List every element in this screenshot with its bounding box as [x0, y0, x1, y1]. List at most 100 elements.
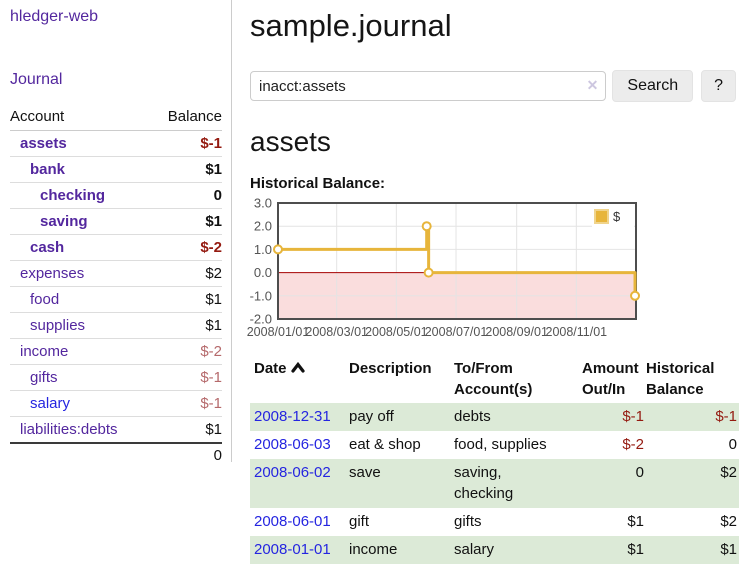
- transaction-description: gift: [349, 513, 370, 530]
- sidebar-account-link[interactable]: salary: [30, 395, 71, 412]
- data-point-marker: [421, 221, 432, 232]
- search-input[interactable]: [250, 71, 607, 101]
- transaction-description: pay off: [349, 403, 454, 431]
- transaction-balance: $1: [646, 536, 739, 564]
- transaction-amount: $1: [627, 513, 644, 530]
- account-row: supplies $1: [10, 312, 222, 339]
- transaction-accounts: gifts: [454, 513, 482, 530]
- transaction-balance: $-1: [646, 403, 739, 431]
- transaction-amount: $1: [582, 536, 646, 564]
- transaction-date-link[interactable]: 2008-12-31: [254, 408, 331, 425]
- account-total-balance: 0: [150, 442, 222, 468]
- svg-text:-1.0: -1.0: [250, 288, 272, 303]
- account-balance: $1: [150, 312, 222, 339]
- balance-column-header: Balance: [150, 104, 222, 131]
- account-balance: $2: [150, 260, 222, 287]
- clear-search-icon[interactable]: ✕: [586, 77, 599, 93]
- account-row: bank $1: [10, 156, 222, 183]
- svg-text:2.0: 2.0: [254, 219, 272, 234]
- account-balance: $1: [150, 286, 222, 313]
- register-row: 2008-12-31 pay off debts $-1 $-1: [250, 403, 739, 431]
- sidebar-account-link[interactable]: liabilities:debts: [20, 421, 118, 438]
- sidebar-account-link[interactable]: cash: [30, 239, 65, 256]
- account-rows: assets $-1 bank $1 checking 0 saving $1 cash $-2 e…: [10, 130, 222, 444]
- account-row: checking 0: [10, 182, 222, 209]
- svg-text:2008/01/01: 2008/01/01: [247, 325, 310, 339]
- plot-border: [277, 202, 637, 320]
- sort-ascending-icon: [290, 361, 305, 373]
- date-column-header[interactable]: Date: [250, 355, 349, 403]
- amount-column-header: Amount Out/In: [582, 360, 639, 398]
- transaction-amount: $-1: [582, 403, 646, 431]
- svg-text:-2.0: -2.0: [250, 312, 272, 327]
- sidebar-account-link[interactable]: supplies: [30, 317, 86, 334]
- transaction-amount: 0: [582, 459, 646, 508]
- historical-balance-chart: $3.0 2.0 1.0 0.0 -1.0 -2.02008/01/012008/03/0…: [247, 197, 641, 339]
- svg-text:2008/07/01: 2008/07/01: [425, 325, 488, 339]
- account-tree: Account Balance assets $-1 bank $1 checking 0…: [10, 104, 222, 468]
- account-row: saving $1: [10, 208, 222, 235]
- transaction-date-link[interactable]: 2008-06-01: [254, 513, 331, 530]
- search-button[interactable]: Search: [612, 70, 694, 102]
- sidebar-account-link[interactable]: checking: [40, 187, 106, 204]
- sidebar-account-link[interactable]: saving: [40, 213, 88, 230]
- svg-text:0.0: 0.0: [254, 265, 272, 280]
- svg-text:2008/05/01: 2008/05/01: [365, 325, 428, 339]
- transaction-description: eat & shop: [349, 436, 421, 453]
- transaction-date-link[interactable]: 2008-06-02: [254, 464, 331, 481]
- main-content: sample.journal ✕ Search ? assets Histori…: [240, 0, 742, 564]
- search-form: ✕ Search ?: [250, 70, 736, 102]
- page-title: sample.journal: [250, 8, 452, 43]
- transaction-accounts: salary: [454, 536, 582, 564]
- transaction-accounts: food, supplies: [454, 436, 547, 453]
- sidebar-account-link[interactable]: assets: [20, 135, 67, 152]
- brand-link[interactable]: hledger-web: [10, 8, 99, 25]
- account-balance: $-1: [150, 130, 222, 157]
- svg-text:3.0: 3.0: [254, 197, 272, 211]
- sidebar-account-link[interactable]: gifts: [30, 369, 58, 386]
- data-point-marker: [630, 290, 641, 301]
- transaction-amount: $-2: [622, 436, 644, 453]
- svg-text:1.0: 1.0: [254, 242, 272, 257]
- account-row: gifts $-1: [10, 364, 222, 391]
- account-balance: $-1: [150, 390, 222, 417]
- sidebar-account-link[interactable]: bank: [30, 161, 66, 178]
- account-balance: $1: [150, 156, 222, 183]
- account-balance: 0: [150, 182, 222, 209]
- register-row: 2008-01-01 income salary $1 $1: [250, 536, 739, 564]
- data-point-marker: [423, 267, 434, 278]
- sidebar-account-link[interactable]: food: [30, 291, 60, 308]
- account-row: income $-2: [10, 338, 222, 365]
- legend-swatch: [594, 209, 609, 224]
- register-header-row: Date Description To/From Account(s) Amou…: [250, 355, 739, 403]
- transaction-description: save: [349, 459, 454, 508]
- register-table: Date Description To/From Account(s) Amou…: [250, 355, 739, 564]
- account-row: assets $-1: [10, 130, 222, 157]
- description-column-header: Description: [349, 360, 432, 377]
- svg-text:2008/11/01: 2008/11/01: [546, 325, 608, 339]
- account-heading: assets: [250, 126, 331, 157]
- legend-label: $: [613, 209, 621, 224]
- chart-title: Historical Balance:: [250, 175, 386, 192]
- account-tree-header: Account Balance: [10, 104, 222, 131]
- svg-text:2008/09/01: 2008/09/01: [485, 325, 548, 339]
- account-row: salary $-1: [10, 390, 222, 417]
- help-button[interactable]: ?: [701, 70, 736, 102]
- transaction-accounts: saving, checking: [454, 459, 582, 508]
- account-balance: $-2: [150, 234, 222, 261]
- transaction-date-link[interactable]: 2008-01-01: [254, 541, 331, 558]
- transaction-date-link[interactable]: 2008-06-03: [254, 436, 331, 453]
- balance-column-header-main: Historical Balance: [646, 360, 715, 398]
- sidebar-account-link[interactable]: income: [20, 343, 69, 360]
- register-row: 2008-06-01 gift gifts $1 $2: [250, 508, 739, 536]
- sidebar-account-link[interactable]: expenses: [20, 265, 85, 282]
- account-row: liabilities:debts $1: [10, 416, 222, 444]
- account-row: cash $-2: [10, 234, 222, 261]
- account-row: food $1: [10, 286, 222, 313]
- account-column-header: Account: [10, 104, 151, 131]
- svg-text:2008/03/01: 2008/03/01: [305, 325, 368, 339]
- account-balance: $1: [150, 416, 222, 444]
- account-balance: $-2: [150, 338, 222, 365]
- sidebar-item-journal[interactable]: Journal: [10, 71, 63, 88]
- account-row: expenses $2: [10, 260, 222, 287]
